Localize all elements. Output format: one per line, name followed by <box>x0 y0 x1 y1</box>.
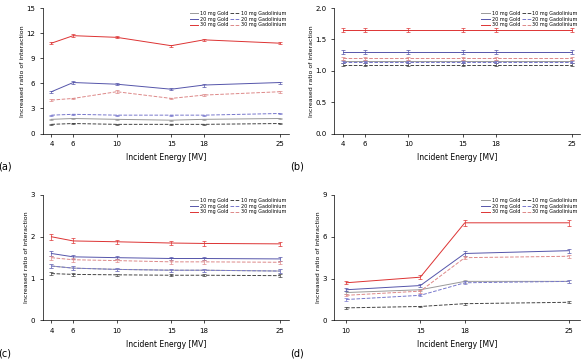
Legend: 10 mg Gold, 20 mg Gold, 30 mg Gold, 10 mg Gadolinium, 20 mg Gadolinium, 30 mg Ga: 10 mg Gold, 20 mg Gold, 30 mg Gold, 10 m… <box>481 197 578 215</box>
Text: (d): (d) <box>290 348 304 358</box>
Legend: 10 mg Gold, 20 mg Gold, 30 mg Gold, 10 mg Gadolinium, 20 mg Gadolinium, 30 mg Ga: 10 mg Gold, 20 mg Gold, 30 mg Gold, 10 m… <box>481 11 578 28</box>
Y-axis label: Increased ratio of interaction: Increased ratio of interaction <box>24 212 29 304</box>
Y-axis label: Increased ratio of interaction: Increased ratio of interaction <box>316 212 321 304</box>
X-axis label: Incident Energy [MV]: Incident Energy [MV] <box>125 340 206 349</box>
Legend: 10 mg Gold, 20 mg Gold, 30 mg Gold, 10 mg Gadolinium, 20 mg Gadolinium, 30 mg Ga: 10 mg Gold, 20 mg Gold, 30 mg Gold, 10 m… <box>189 11 287 28</box>
X-axis label: Incident Energy [MV]: Incident Energy [MV] <box>125 153 206 162</box>
Y-axis label: Increased ratio of interaction: Increased ratio of interaction <box>20 25 25 116</box>
Text: (a): (a) <box>0 161 12 171</box>
X-axis label: Incident Energy [MV]: Incident Energy [MV] <box>417 340 498 349</box>
Legend: 10 mg Gold, 20 mg Gold, 30 mg Gold, 10 mg Gadolinium, 20 mg Gadolinium, 30 mg Ga: 10 mg Gold, 20 mg Gold, 30 mg Gold, 10 m… <box>189 197 287 215</box>
X-axis label: Incident Energy [MV]: Incident Energy [MV] <box>417 153 498 162</box>
Text: (c): (c) <box>0 348 11 358</box>
Text: (b): (b) <box>290 161 304 171</box>
Y-axis label: Increased ratio of interaction: Increased ratio of interaction <box>309 25 314 116</box>
